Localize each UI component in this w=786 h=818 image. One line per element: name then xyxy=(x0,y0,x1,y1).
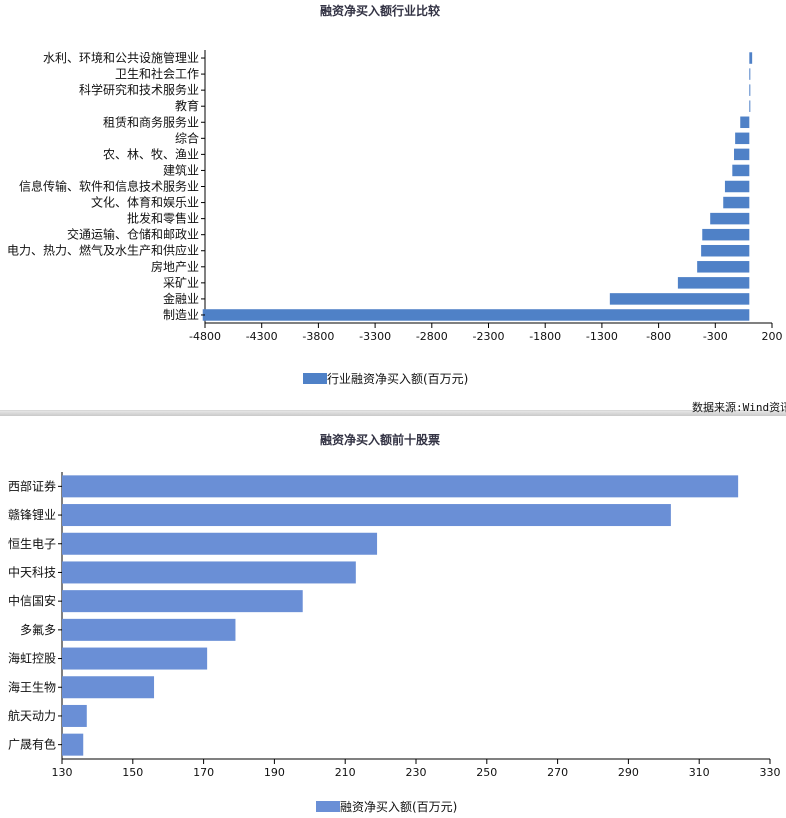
category-label: 房地产业 xyxy=(151,259,199,274)
x-tick-label: 150 xyxy=(122,766,143,779)
category-label: 金融业 xyxy=(163,291,199,306)
category-label: 水利、环境和公共设施管理业 xyxy=(43,50,199,65)
category-label: 航天动力 xyxy=(8,708,56,723)
bar-3 xyxy=(749,84,751,96)
chart1-legend-swatch xyxy=(303,373,327,384)
bar-7 xyxy=(734,148,750,161)
bar-6 xyxy=(735,132,750,145)
category-label: 批发和零售业 xyxy=(127,211,199,226)
bar-6 xyxy=(62,618,236,641)
bar-2 xyxy=(749,68,751,80)
x-tick-label: 190 xyxy=(264,766,285,779)
bar-15 xyxy=(677,277,750,289)
x-tick-label: 200 xyxy=(762,330,783,343)
chart1-title: 融资净买入额行业比较 xyxy=(320,3,440,18)
bar-10 xyxy=(723,196,750,209)
category-label: 科学研究和技术服务业 xyxy=(79,82,199,97)
bar-5 xyxy=(62,590,303,613)
category-label: 教育 xyxy=(175,98,199,113)
bar-9 xyxy=(62,704,87,727)
category-label: 建筑业 xyxy=(163,162,199,177)
category-label: 中信国安 xyxy=(8,593,56,608)
x-tick-label: -3300 xyxy=(359,330,391,343)
bar-7 xyxy=(62,647,208,670)
x-tick-label: 270 xyxy=(547,766,568,779)
category-label: 信息传输、软件和信息技术服务业 xyxy=(19,179,199,194)
x-tick-label: -300 xyxy=(703,330,728,343)
bar-1 xyxy=(749,52,753,64)
bar-8 xyxy=(62,676,155,699)
section-divider xyxy=(0,410,786,416)
x-tick-label: -2300 xyxy=(473,330,505,343)
category-label: 农、林、牧、渔业 xyxy=(103,147,199,161)
x-tick-label: -800 xyxy=(646,330,671,343)
category-label: 赣锋锂业 xyxy=(8,507,56,522)
x-tick-label: 230 xyxy=(406,766,427,779)
category-label: 广晟有色 xyxy=(8,738,56,752)
x-tick-label: 210 xyxy=(335,766,356,779)
chart2-legend-label: 融资净买入额(百万元) xyxy=(340,800,457,814)
bar-4 xyxy=(749,100,751,112)
bar-1 xyxy=(62,475,739,498)
category-label: 电力、热力、燃气及水生产和供应业 xyxy=(7,243,199,258)
category-label: 海虹控股 xyxy=(8,651,56,666)
category-label: 采矿业 xyxy=(163,276,199,290)
x-tick-label: 250 xyxy=(476,766,497,779)
bar-14 xyxy=(697,261,750,273)
x-tick-label: 170 xyxy=(193,766,214,779)
x-tick-label: -1800 xyxy=(529,330,561,343)
bar-8 xyxy=(732,164,750,177)
category-label: 综合 xyxy=(175,130,199,145)
x-tick-label: -2800 xyxy=(416,330,448,343)
bar-12 xyxy=(702,228,750,241)
bar-17 xyxy=(202,309,750,321)
x-tick-label: 130 xyxy=(52,766,73,779)
data-source-note: 数据来源:Wind资讯 xyxy=(692,401,786,414)
x-tick-label: 310 xyxy=(689,766,710,779)
category-label: 制造业 xyxy=(163,308,199,322)
bar-16 xyxy=(609,293,750,305)
bar-9 xyxy=(724,180,750,193)
category-label: 海王生物 xyxy=(8,679,56,694)
bar-4 xyxy=(62,561,356,584)
chart2-title: 融资净买入额前十股票 xyxy=(320,432,440,447)
industry-bar-chart: 融资净买入额行业比较 水利、环境和公共设施管理业卫生和社会工作科学研究和技术服务… xyxy=(7,3,783,386)
category-label: 恒生电子 xyxy=(8,537,56,551)
bar-3 xyxy=(62,532,378,555)
category-label: 中天科技 xyxy=(8,564,56,579)
x-tick-label: -1300 xyxy=(586,330,618,343)
bar-2 xyxy=(62,504,671,527)
bar-10 xyxy=(62,733,84,756)
bar-11 xyxy=(710,212,750,225)
chart1-legend-label: 行业融资净买入额(百万元) xyxy=(327,372,468,386)
x-tick-label: -4800 xyxy=(189,330,221,343)
category-label: 卫生和社会工作 xyxy=(115,66,199,81)
category-label: 西部证券 xyxy=(8,478,56,493)
bar-13 xyxy=(701,244,750,257)
category-label: 文化、体育和娱乐业 xyxy=(91,195,199,210)
x-tick-label: -4300 xyxy=(246,330,278,343)
category-label: 多氟多 xyxy=(20,623,56,637)
x-tick-label: 290 xyxy=(618,766,639,779)
chart2-legend-swatch xyxy=(316,801,340,812)
category-label: 交通运输、仓储和邮政业 xyxy=(67,227,199,242)
category-label: 租赁和商务服务业 xyxy=(103,114,199,129)
bar-5 xyxy=(740,116,750,129)
top-stocks-bar-chart: 融资净买入额前十股票 西部证券赣锋锂业恒生电子中天科技中信国安多氟多海虹控股海王… xyxy=(8,432,781,814)
x-tick-label: -3800 xyxy=(302,330,334,343)
x-tick-label: 330 xyxy=(760,766,781,779)
